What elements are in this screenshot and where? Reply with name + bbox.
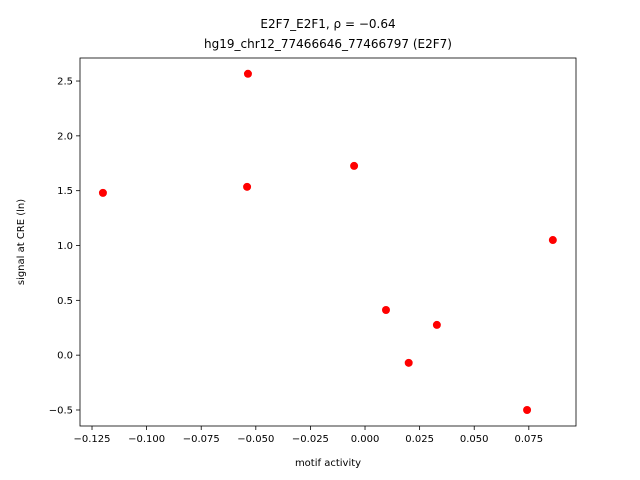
y-tick-label: 2.0 bbox=[57, 131, 73, 142]
x-tick-label: −0.025 bbox=[292, 434, 329, 445]
y-tick-label: 2.5 bbox=[57, 77, 73, 88]
scatter-point bbox=[432, 320, 441, 329]
x-tick-label: 0.000 bbox=[351, 434, 380, 445]
x-tick-label: 0.025 bbox=[405, 434, 434, 445]
x-tick-label: −0.075 bbox=[183, 434, 220, 445]
y-axis-label: signal at CRE (ln) bbox=[16, 199, 27, 285]
chart-subtitle: hg19_chr12_77466646_77466797 (E2F7) bbox=[204, 37, 452, 51]
y-tick-label: −0.5 bbox=[49, 405, 73, 416]
scatter-point bbox=[404, 358, 413, 367]
y-tick-label: 0.0 bbox=[57, 351, 73, 362]
scatter-point bbox=[243, 69, 252, 78]
y-tick-label: 1.5 bbox=[57, 186, 73, 197]
y-tick-label: 0.5 bbox=[57, 296, 73, 307]
scatter-point bbox=[523, 405, 532, 414]
scatter-point bbox=[350, 161, 359, 170]
y-tick-label: 1.0 bbox=[57, 241, 73, 252]
x-tick-label: −0.050 bbox=[237, 434, 274, 445]
plot-frame bbox=[79, 57, 577, 427]
x-tick-label: 0.075 bbox=[515, 434, 544, 445]
chart-title: E2F7_E2F1, ρ = −0.64 bbox=[260, 17, 395, 31]
scatter-point bbox=[381, 305, 390, 314]
scatter-point bbox=[243, 182, 252, 191]
x-tick-label: 0.050 bbox=[460, 434, 489, 445]
x-tick-label: −0.125 bbox=[74, 434, 111, 445]
x-tick-label: −0.100 bbox=[128, 434, 165, 445]
scatter-point bbox=[548, 236, 557, 245]
scatter-point bbox=[98, 188, 107, 197]
x-axis-label: motif activity bbox=[295, 458, 361, 469]
